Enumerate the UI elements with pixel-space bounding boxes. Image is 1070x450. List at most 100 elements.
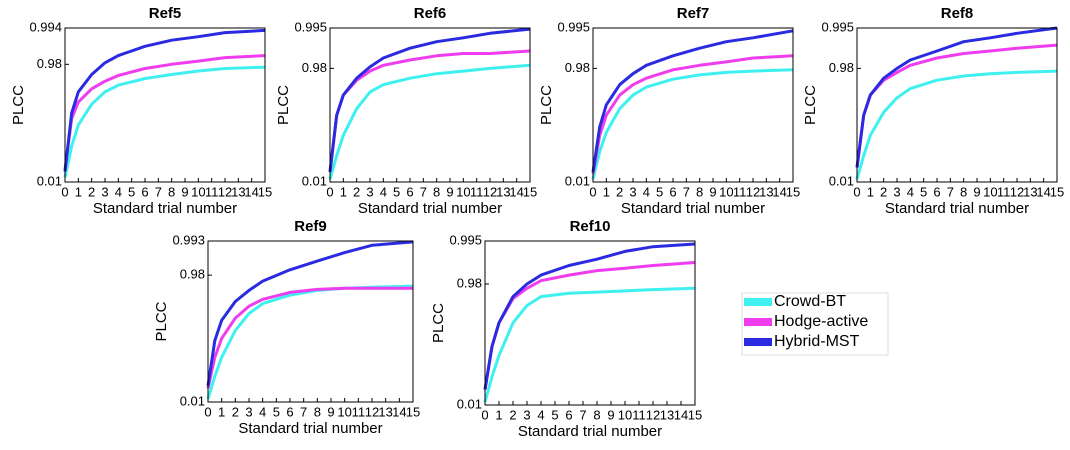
x-tick-label: 11 bbox=[470, 184, 484, 199]
series-line bbox=[855, 69, 1058, 180]
x-tick-label: 8 bbox=[960, 184, 967, 199]
y-tick-label: 0.98 bbox=[180, 267, 205, 282]
x-tick-label: 13 bbox=[1023, 184, 1037, 199]
x-axis-label: Standard trial number bbox=[885, 200, 1029, 217]
y-tick-label: 0.01 bbox=[565, 173, 590, 188]
axes-box bbox=[64, 27, 266, 183]
x-tick-label: 0 bbox=[204, 404, 211, 419]
x-tick-label: 2 bbox=[353, 184, 360, 199]
y-tick-label: 0.995 bbox=[821, 19, 854, 34]
y-tick-label: 0.993 bbox=[172, 232, 205, 247]
y-tick-label: 0.98 bbox=[37, 56, 62, 71]
series-line bbox=[591, 29, 794, 173]
x-tick-label: 9 bbox=[181, 184, 188, 199]
x-tick-label: 1 bbox=[75, 184, 82, 199]
x-tick-label: 8 bbox=[593, 407, 600, 422]
x-tick-label: 14 bbox=[392, 404, 406, 419]
x-tick-label: 0 bbox=[61, 184, 68, 199]
x-tick-label: 4 bbox=[380, 184, 387, 199]
x-tick-label: 4 bbox=[537, 407, 544, 422]
x-tick-label: 11 bbox=[997, 184, 1011, 199]
x-tick-label: 5 bbox=[393, 184, 400, 199]
x-tick-label: 12 bbox=[483, 184, 497, 199]
y-tick-label: 0.98 bbox=[302, 60, 327, 75]
plot-area bbox=[485, 241, 695, 405]
x-tick-label: 0 bbox=[589, 184, 596, 199]
x-tick-label: 5 bbox=[273, 404, 280, 419]
series-line bbox=[63, 28, 266, 172]
y-tick-label: 0.98 bbox=[829, 60, 854, 75]
x-tick-label: 7 bbox=[155, 184, 162, 199]
x-tick-label: 3 bbox=[366, 184, 373, 199]
x-tick-label: 8 bbox=[433, 184, 440, 199]
x-tick-label: 10 bbox=[191, 184, 205, 199]
x-tick-label: 0 bbox=[853, 184, 860, 199]
x-axis-label: Standard trial number bbox=[238, 420, 382, 437]
x-tick-label: 15 bbox=[1050, 184, 1064, 199]
x-tick-label: 7 bbox=[579, 407, 586, 422]
chart-title: Ref8 bbox=[941, 5, 974, 22]
series-line bbox=[591, 68, 794, 180]
x-tick-label: 12 bbox=[365, 404, 379, 419]
x-tick-label: 5 bbox=[551, 407, 558, 422]
x-tick-label: 1 bbox=[218, 404, 225, 419]
plot-area bbox=[593, 28, 793, 182]
x-tick-label: 4 bbox=[907, 184, 914, 199]
x-axis-label: Standard trial number bbox=[518, 423, 662, 440]
x-tick-label: 10 bbox=[456, 184, 470, 199]
x-tick-label: 14 bbox=[1036, 184, 1050, 199]
x-tick-label: 3 bbox=[101, 184, 108, 199]
x-tick-label: 13 bbox=[231, 184, 245, 199]
x-tick-label: 12 bbox=[1010, 184, 1024, 199]
legend-swatch bbox=[744, 298, 772, 306]
x-tick-label: 10 bbox=[618, 407, 632, 422]
y-tick-label: 0.995 bbox=[294, 19, 327, 34]
x-tick-label: 5 bbox=[920, 184, 927, 199]
x-tick-label: 2 bbox=[880, 184, 887, 199]
x-tick-label: 9 bbox=[607, 407, 614, 422]
x-tick-label: 10 bbox=[719, 184, 733, 199]
x-tick-label: 15 bbox=[406, 404, 420, 419]
y-axis-label: PLCC bbox=[153, 301, 170, 341]
x-tick-label: 14 bbox=[509, 184, 523, 199]
series-line bbox=[855, 26, 1058, 168]
y-axis-label: PLCC bbox=[538, 85, 555, 125]
x-tick-label: 5 bbox=[656, 184, 663, 199]
x-tick-label: 6 bbox=[565, 407, 572, 422]
series-line bbox=[591, 54, 794, 175]
x-tick-label: 0 bbox=[326, 184, 333, 199]
x-tick-label: 13 bbox=[759, 184, 773, 199]
x-tick-label: 8 bbox=[314, 404, 321, 419]
x-tick-label: 2 bbox=[616, 184, 623, 199]
x-tick-label: 6 bbox=[406, 184, 413, 199]
x-tick-label: 2 bbox=[88, 184, 95, 199]
plot-area bbox=[857, 28, 1057, 182]
series-line bbox=[206, 286, 413, 389]
y-tick-label: 0.98 bbox=[565, 60, 590, 75]
legend-label: Crowd-BT bbox=[774, 293, 846, 310]
y-tick-label: 0.994 bbox=[29, 19, 62, 34]
series-line bbox=[328, 27, 531, 173]
x-tick-label: 13 bbox=[660, 407, 674, 422]
chart-title: Ref5 bbox=[149, 5, 182, 22]
chart-title: Ref6 bbox=[414, 5, 447, 22]
x-tick-label: 6 bbox=[933, 184, 940, 199]
x-tick-label: 7 bbox=[683, 184, 690, 199]
x-tick-label: 15 bbox=[688, 407, 702, 422]
x-tick-label: 11 bbox=[632, 407, 646, 422]
series-line bbox=[206, 240, 414, 386]
axes-box bbox=[329, 27, 531, 183]
chart-title: Ref9 bbox=[294, 218, 327, 235]
x-tick-label: 3 bbox=[245, 404, 252, 419]
x-tick-label: 7 bbox=[420, 184, 427, 199]
x-tick-label: 6 bbox=[141, 184, 148, 199]
x-tick-label: 9 bbox=[446, 184, 453, 199]
y-tick-label: 0.01 bbox=[37, 173, 62, 188]
x-tick-label: 11 bbox=[205, 184, 219, 199]
plot-area bbox=[208, 241, 413, 402]
x-tick-label: 6 bbox=[286, 404, 293, 419]
y-tick-label: 0.01 bbox=[180, 393, 205, 408]
x-tick-label: 3 bbox=[629, 184, 636, 199]
x-tick-label: 6 bbox=[669, 184, 676, 199]
